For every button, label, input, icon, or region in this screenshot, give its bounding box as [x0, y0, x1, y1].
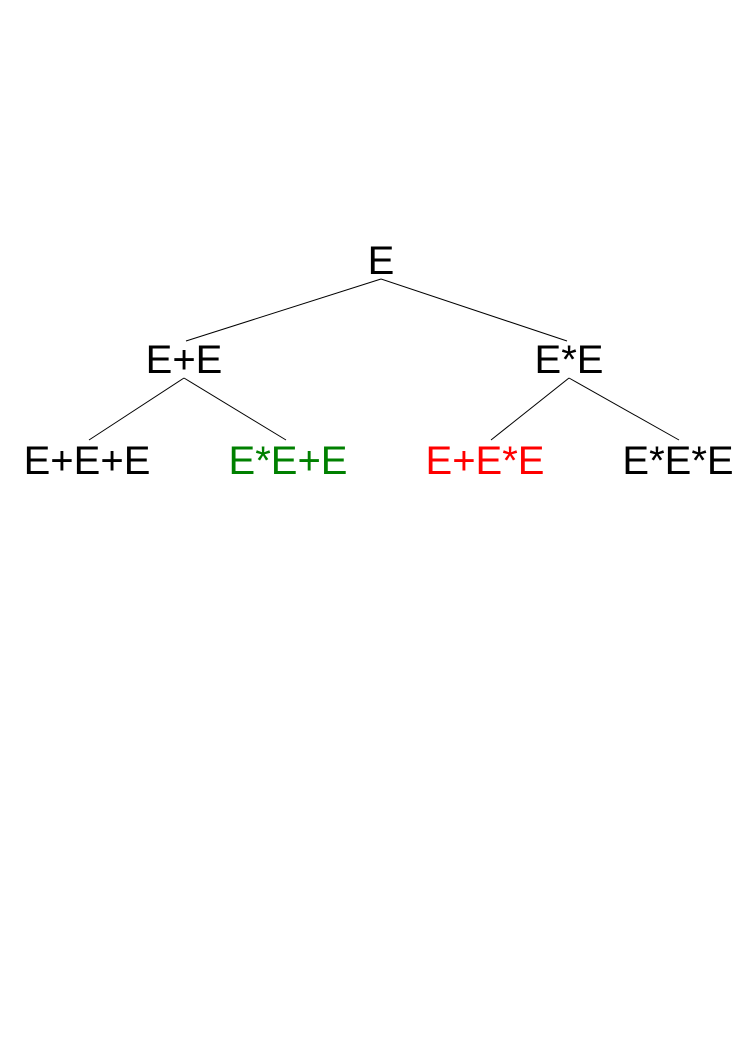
edge-root-to-sum: [185, 278, 382, 342]
edge-product-to-product-sum: [490, 377, 570, 441]
edge-root-to-product: [380, 278, 568, 342]
tree-node-root: E: [367, 239, 395, 283]
edge-sum-to-sum-sum: [88, 377, 185, 441]
tree-node-product: E*E: [534, 338, 604, 382]
edge-sum-to-sum-product: [183, 377, 287, 441]
tree-node-sum: E+E: [145, 338, 223, 382]
edge-product-to-product-product: [568, 377, 680, 441]
tree-leaf-product-sum: E*E+E: [228, 439, 348, 483]
tree-leaf-sum-product: E+E*E: [425, 439, 545, 483]
tree-leaf-product-product: E*E*E: [622, 439, 734, 483]
tree-leaf-sum-sum: E+E+E: [23, 439, 151, 483]
